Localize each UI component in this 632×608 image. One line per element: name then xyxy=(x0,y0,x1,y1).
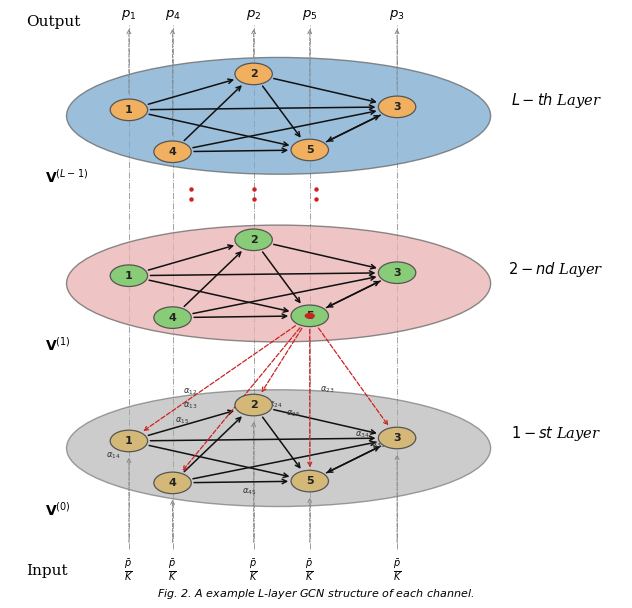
Ellipse shape xyxy=(291,139,329,161)
Ellipse shape xyxy=(154,141,191,162)
Text: 5: 5 xyxy=(306,145,313,155)
Text: $1-st$ Layer: $1-st$ Layer xyxy=(511,424,601,443)
Text: 3: 3 xyxy=(393,433,401,443)
Text: Output: Output xyxy=(26,15,80,29)
Text: 1: 1 xyxy=(125,105,133,115)
Ellipse shape xyxy=(66,390,490,506)
Text: 1: 1 xyxy=(125,436,133,446)
Text: 3: 3 xyxy=(393,102,401,112)
Text: $\mathbf{V}^{(1)}$: $\mathbf{V}^{(1)}$ xyxy=(45,336,71,354)
Text: $\alpha_{13}$: $\alpha_{13}$ xyxy=(183,401,197,412)
Text: $\alpha_{45}$: $\alpha_{45}$ xyxy=(242,486,257,497)
Ellipse shape xyxy=(66,225,490,342)
Text: $p_3$: $p_3$ xyxy=(389,8,405,22)
Ellipse shape xyxy=(379,427,416,449)
Ellipse shape xyxy=(66,57,490,174)
Text: $p_5$: $p_5$ xyxy=(302,8,317,22)
Text: 5: 5 xyxy=(306,311,313,321)
Ellipse shape xyxy=(235,229,272,250)
Text: $p_1$: $p_1$ xyxy=(121,8,137,22)
Text: $\frac{\bar{p}}{K}$: $\frac{\bar{p}}{K}$ xyxy=(305,558,314,584)
Text: 3: 3 xyxy=(393,268,401,278)
Text: $\alpha_{35}$: $\alpha_{35}$ xyxy=(371,440,386,451)
Text: $\frac{\bar{p}}{K}$: $\frac{\bar{p}}{K}$ xyxy=(249,558,258,584)
Text: 2: 2 xyxy=(250,400,257,410)
Text: $\mathbf{V}^{(0)}$: $\mathbf{V}^{(0)}$ xyxy=(45,501,71,519)
Text: 2: 2 xyxy=(250,69,257,79)
Text: $\alpha_{25}$: $\alpha_{25}$ xyxy=(286,408,300,419)
Text: $\frac{\bar{p}}{K}$: $\frac{\bar{p}}{K}$ xyxy=(168,558,177,584)
Text: $\mathbf{V}^{(L-1)}$: $\mathbf{V}^{(L-1)}$ xyxy=(45,168,88,186)
Text: 4: 4 xyxy=(169,313,176,323)
Text: $\alpha_{34}$: $\alpha_{34}$ xyxy=(355,430,370,440)
Ellipse shape xyxy=(235,394,272,416)
Ellipse shape xyxy=(110,99,148,120)
Ellipse shape xyxy=(291,305,329,326)
Text: $p_2$: $p_2$ xyxy=(246,8,261,22)
Text: 4: 4 xyxy=(169,478,176,488)
Text: 1: 1 xyxy=(125,271,133,281)
Text: $\frac{\bar{p}}{K}$: $\frac{\bar{p}}{K}$ xyxy=(392,558,401,584)
Text: Input: Input xyxy=(26,564,68,578)
Ellipse shape xyxy=(305,313,315,319)
Ellipse shape xyxy=(154,307,191,328)
Text: $\alpha_{14}$: $\alpha_{14}$ xyxy=(106,450,121,461)
Text: $p_4$: $p_4$ xyxy=(165,8,181,22)
Text: $\alpha_{23}$: $\alpha_{23}$ xyxy=(320,384,334,395)
Text: $\alpha_{24}$: $\alpha_{24}$ xyxy=(268,400,283,410)
Text: Fig. 2. A example $L$-layer GCN structure of each channel.: Fig. 2. A example $L$-layer GCN structur… xyxy=(157,587,475,601)
Text: $\alpha_{12}$: $\alpha_{12}$ xyxy=(183,386,197,396)
Ellipse shape xyxy=(379,262,416,283)
Text: $\frac{\bar{p}}{K}$: $\frac{\bar{p}}{K}$ xyxy=(125,558,133,584)
Ellipse shape xyxy=(110,430,148,452)
Text: $L-th$ Layer: $L-th$ Layer xyxy=(511,91,602,111)
Text: $\alpha_{15}$: $\alpha_{15}$ xyxy=(174,416,189,426)
Ellipse shape xyxy=(110,265,148,286)
Ellipse shape xyxy=(235,63,272,85)
Ellipse shape xyxy=(291,471,329,492)
Text: $2-nd$ Layer: $2-nd$ Layer xyxy=(508,260,604,279)
Ellipse shape xyxy=(154,472,191,494)
Text: 2: 2 xyxy=(250,235,257,245)
Text: 5: 5 xyxy=(306,476,313,486)
Text: 4: 4 xyxy=(169,147,176,157)
Ellipse shape xyxy=(379,96,416,117)
